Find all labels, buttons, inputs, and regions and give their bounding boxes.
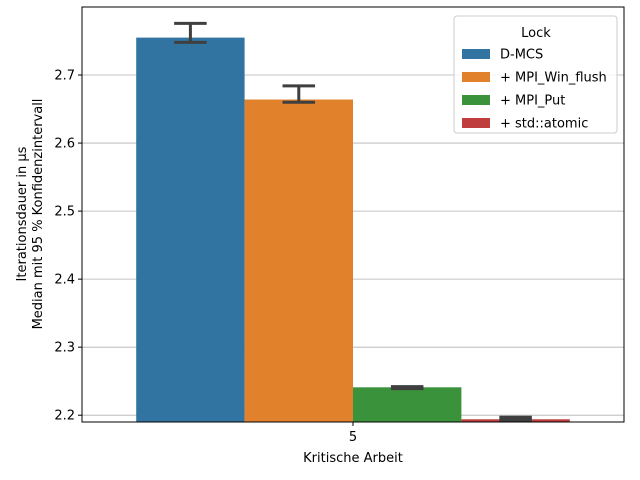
y-tick-label: 2.7 <box>54 69 75 84</box>
bars <box>136 37 570 423</box>
legend-items: D-MCS+ MPI_Win_flush+ MPI_Put+ std::atom… <box>462 48 607 132</box>
legend-box <box>453 15 618 134</box>
y-tick-label: 2.6 <box>54 137 75 152</box>
error-bars <box>174 21 532 422</box>
y-tick-label: 2.3 <box>54 341 75 356</box>
legend-title: Lock <box>521 26 551 41</box>
legend: Lock D-MCS+ MPI_Win_flush+ MPI_Put+ std:… <box>453 15 618 134</box>
legend-swatch <box>462 49 490 59</box>
y-axis-label-line-2: Median mit 95 % Konfidenzintervall <box>31 99 46 330</box>
y-tick-label: 2.5 <box>54 205 75 220</box>
y-tick-label: 2.2 <box>54 409 75 424</box>
legend-swatch <box>462 118 490 128</box>
y-tick-label: 2.4 <box>54 273 75 288</box>
x-axis: 5 <box>349 422 357 445</box>
legend-swatch <box>462 72 490 82</box>
bar <box>353 387 462 422</box>
legend-label: + std::atomic <box>500 117 588 132</box>
legend-label: + MPI_Put <box>500 94 565 109</box>
x-axis-label: Kritische Arbeit <box>303 451 403 466</box>
y-axis-label-line-1: Iterationsdauer in µs <box>15 146 30 281</box>
bar <box>136 37 245 423</box>
legend-label: D-MCS <box>500 48 543 63</box>
legend-label: + MPI_Win_flush <box>500 71 607 86</box>
legend-swatch <box>462 95 490 105</box>
x-tick-label: 5 <box>349 430 357 445</box>
y-axis: 2.2 2.3 2.4 2.5 2.6 2.7 <box>54 69 82 424</box>
bar <box>244 99 353 422</box>
